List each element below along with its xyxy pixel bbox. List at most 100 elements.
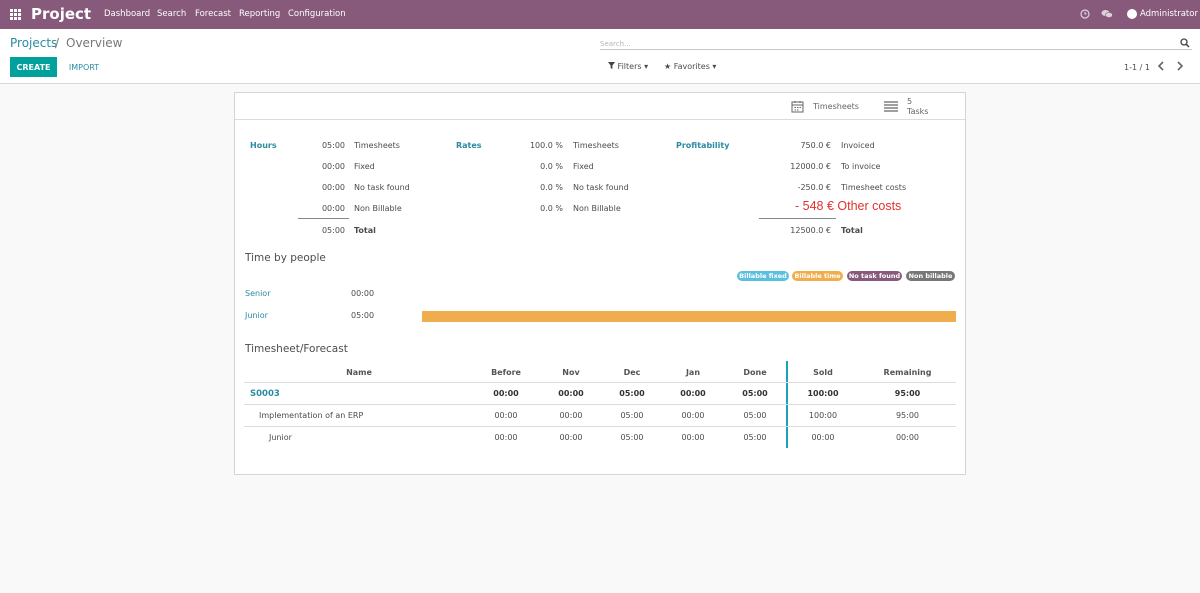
table-cell: 00:00 bbox=[559, 433, 583, 442]
filters-label: Filters bbox=[617, 62, 642, 71]
hours-value: 00:00 bbox=[321, 183, 345, 192]
timesheets-stat-button[interactable]: Timesheets bbox=[788, 93, 868, 120]
profitability-title: Profitability bbox=[676, 141, 730, 150]
caret-down-icon: ▾ bbox=[644, 62, 649, 71]
legend-billable-time: Billable time bbox=[792, 271, 843, 281]
rates-label: No task found bbox=[573, 183, 629, 192]
hours-value: 05:00 bbox=[321, 141, 345, 150]
table-cell: 05:00 bbox=[619, 389, 645, 398]
profitability-total-label: Total bbox=[841, 226, 863, 235]
table-cell: 05:00 bbox=[743, 433, 767, 442]
profitability-label: To invoice bbox=[841, 162, 881, 171]
table-cell: 00:00 bbox=[558, 389, 584, 398]
person-name[interactable]: Junior bbox=[245, 311, 268, 320]
breadcrumb-projects[interactable]: Projects bbox=[10, 36, 58, 50]
rates-label: Timesheets bbox=[573, 141, 619, 150]
top-navbar: Project Dashboard Search Forecast Report… bbox=[0, 0, 1200, 29]
sale-order-link[interactable]: S0003 bbox=[250, 389, 280, 399]
column-header: Remaining bbox=[883, 368, 932, 377]
hours-value: 00:00 bbox=[321, 204, 345, 213]
person-hours: 00:00 bbox=[351, 289, 375, 298]
create-button[interactable]: CREATE bbox=[10, 57, 57, 77]
filters-dropdown[interactable]: Filters ▾ bbox=[608, 62, 648, 71]
filter-icon bbox=[608, 62, 615, 69]
pager-value[interactable]: 1-1 / 1 bbox=[1124, 63, 1150, 72]
rates-label: Fixed bbox=[573, 162, 594, 171]
table-cell: 05:00 bbox=[620, 411, 644, 420]
table-row-rule bbox=[244, 426, 956, 427]
search-icon[interactable] bbox=[1180, 38, 1190, 48]
table-cell: 00:00 bbox=[681, 411, 705, 420]
profitability-label: Invoiced bbox=[841, 141, 875, 150]
clock-icon[interactable] bbox=[1080, 9, 1090, 19]
person-name[interactable]: Senior bbox=[245, 289, 271, 298]
pager-previous-icon[interactable] bbox=[1154, 59, 1168, 73]
employee-name: Junior bbox=[269, 433, 292, 442]
profitability-total-value: 12500.0 € bbox=[790, 226, 831, 235]
table-cell: 00:00 bbox=[494, 433, 518, 442]
table-cell: 95:00 bbox=[894, 389, 921, 398]
hours-label: Non Billable bbox=[354, 204, 402, 213]
hours-label: No task found bbox=[354, 183, 410, 192]
tasks-stat-count: 5 bbox=[907, 97, 913, 106]
table-cell: 00:00 bbox=[681, 433, 705, 442]
table-cell: 00:00 bbox=[559, 411, 583, 420]
favorites-dropdown[interactable]: ★ Favorites ▾ bbox=[664, 62, 716, 71]
rates-label: Non Billable bbox=[573, 204, 621, 213]
profitability-value: 750.0 € bbox=[800, 141, 831, 150]
table-header-rule bbox=[244, 382, 956, 383]
search-bar bbox=[600, 38, 1192, 50]
profitability-total-rule bbox=[759, 218, 836, 219]
time-by-people-title: Time by people bbox=[245, 252, 326, 264]
user-name[interactable]: Administrator bbox=[1140, 9, 1198, 19]
menu-dashboard[interactable]: Dashboard bbox=[104, 9, 151, 19]
rates-title: Rates bbox=[456, 141, 482, 150]
table-cell: 00:00 bbox=[493, 389, 519, 398]
calendar-icon bbox=[791, 101, 804, 113]
tasks-stat-label: Tasks bbox=[907, 107, 929, 116]
timesheet-forecast-title: Timesheet/Forecast bbox=[245, 343, 348, 355]
menu-reporting[interactable]: Reporting bbox=[239, 9, 281, 19]
caret-down-icon: ▾ bbox=[712, 62, 717, 71]
project-overview-card: Timesheets 5 Tasks Hours 05:00 Timesheet… bbox=[234, 92, 966, 475]
profitability-label: Timesheet costs bbox=[841, 183, 907, 192]
timesheets-stat-label: Timesheets bbox=[813, 102, 859, 111]
chat-icon[interactable] bbox=[1101, 9, 1113, 19]
profitability-value: -250.0 € bbox=[797, 183, 831, 192]
table-cell: 00:00 bbox=[811, 433, 835, 442]
billable-time-bar[interactable] bbox=[422, 311, 956, 322]
legend-billable-fixed: Billable fixed bbox=[737, 271, 789, 281]
table-cell: 00:00 bbox=[494, 411, 518, 420]
rates-value: 100.0 % bbox=[529, 141, 563, 150]
control-panel: Projects / Overview CREATE IMPORT Filter… bbox=[0, 29, 1200, 84]
pager-next-icon[interactable] bbox=[1173, 59, 1187, 73]
table-cell: 05:00 bbox=[620, 433, 644, 442]
rates-value: 0.0 % bbox=[540, 204, 563, 213]
column-header: Nov bbox=[562, 368, 580, 377]
menu-search[interactable]: Search bbox=[157, 9, 187, 19]
favorites-label: Favorites bbox=[673, 62, 710, 71]
column-header: Name bbox=[346, 368, 372, 377]
breadcrumb-separator: / bbox=[55, 36, 60, 50]
column-header: Jan bbox=[685, 368, 701, 377]
table-cell: 05:00 bbox=[742, 389, 768, 398]
menu-forecast[interactable]: Forecast bbox=[195, 9, 231, 19]
breadcrumb-current: Overview bbox=[66, 36, 123, 50]
import-button[interactable]: IMPORT bbox=[65, 57, 103, 77]
menu-configuration[interactable]: Configuration bbox=[288, 9, 346, 19]
tasks-stat-button[interactable]: 5 Tasks bbox=[883, 93, 943, 120]
legend-no-task-found: No task found bbox=[847, 271, 902, 281]
profitability-value: 12000.0 € bbox=[790, 162, 831, 171]
column-header: Dec bbox=[623, 368, 641, 377]
user-avatar[interactable] bbox=[1127, 9, 1137, 19]
table-cell: 95:00 bbox=[895, 411, 920, 420]
search-input[interactable] bbox=[600, 38, 1170, 49]
hours-total-label: Total bbox=[354, 226, 376, 235]
apps-grid-icon[interactable] bbox=[10, 9, 21, 20]
table-cell: 00:00 bbox=[895, 433, 920, 442]
column-header: Done bbox=[743, 368, 767, 377]
app-brand: Project bbox=[31, 5, 92, 23]
table-cell: 00:00 bbox=[680, 389, 706, 398]
rates-value: 0.0 % bbox=[540, 183, 563, 192]
table-cell: 100:00 bbox=[807, 389, 839, 398]
